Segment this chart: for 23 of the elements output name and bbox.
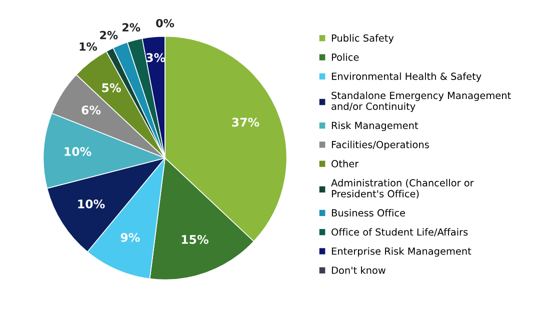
data-label: 2% (122, 23, 140, 32)
legend-label: Environmental Health & Safety (332, 72, 482, 82)
data-label: 10% (64, 147, 92, 156)
legend-label: Facilities/Operations (332, 140, 429, 150)
text: 0% (156, 18, 174, 28)
legend-label: Don't know (332, 266, 386, 274)
data-label: 6% (82, 106, 101, 115)
data-label: 37% (232, 118, 260, 127)
data-label: 15% (182, 235, 208, 244)
data-label: 10% (78, 200, 105, 208)
data-label: 1% (80, 42, 98, 51)
legend-label: Public Safety (332, 34, 394, 44)
legend-label: Police (332, 53, 359, 61)
legend-label: Enterprise Risk Management (332, 247, 472, 257)
data-label: 2% (100, 30, 118, 40)
legend-label: Business Office (332, 209, 405, 217)
legend-label: Other (332, 160, 359, 168)
legend-label: Office of Student Life/Affairs (332, 228, 468, 236)
legend-label: Administration (Chancellor or President's Office) (331, 178, 474, 199)
legend-label: Risk Management (332, 122, 418, 132)
legend-label: Standalone Emergency Management and/or Continuity (332, 92, 511, 112)
data-label: 5% (102, 83, 121, 92)
data-label: 9% (120, 232, 140, 242)
